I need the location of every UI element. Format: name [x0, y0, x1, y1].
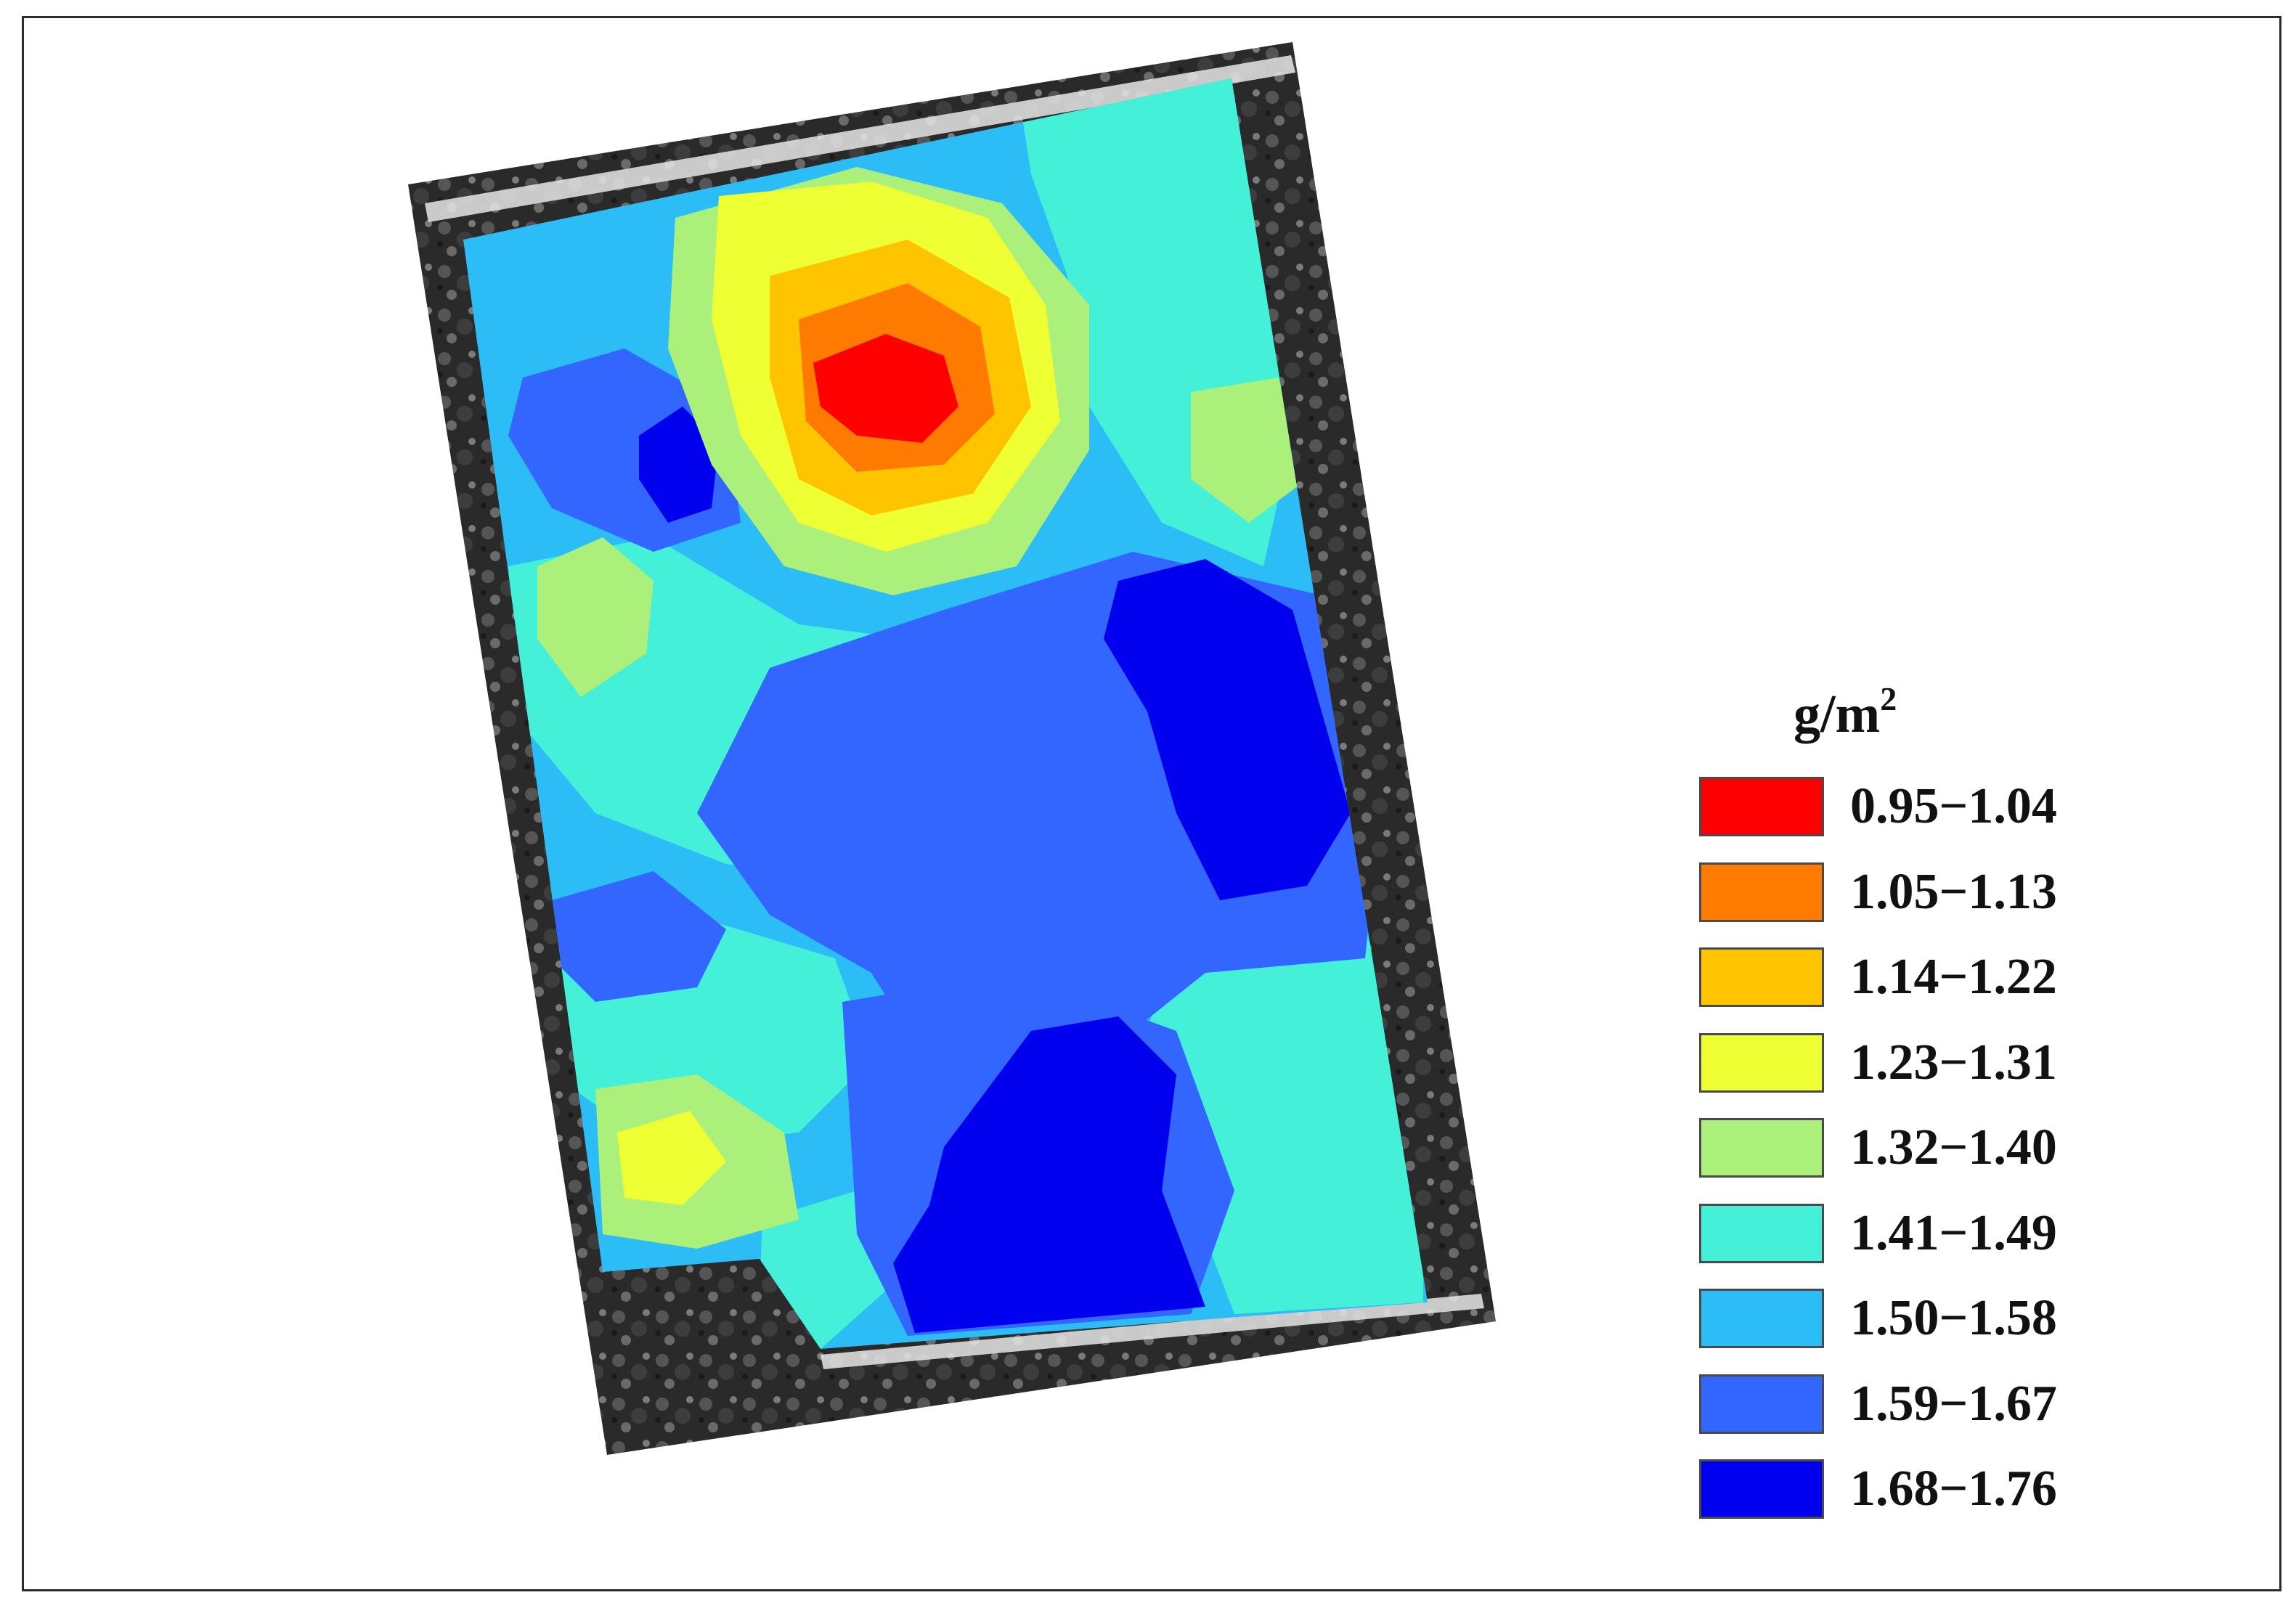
- map-zone: [1104, 559, 1351, 900]
- south-road-strip: [821, 1294, 1484, 1369]
- legend-swatch: [1699, 1459, 1824, 1519]
- legend-label: 1.32−1.40: [1850, 1119, 2057, 1175]
- legend-swatch: [1699, 1289, 1824, 1348]
- legend-label: 0.95−1.04: [1850, 778, 2057, 834]
- legend-entry: 1.50−1.58: [1699, 1289, 2135, 1350]
- legend-entry: 1.05−1.13: [1699, 862, 2135, 923]
- legend-swatch: [1699, 862, 1824, 922]
- legend-swatch: [1699, 1203, 1824, 1263]
- legend-entry: 1.23−1.31: [1699, 1032, 2135, 1094]
- map-zone: [1191, 378, 1307, 523]
- legend-entry: 1.59−1.67: [1699, 1374, 2135, 1435]
- legend-label: 1.23−1.31: [1850, 1034, 2057, 1090]
- map-zone: [617, 1111, 726, 1205]
- legend-entry: 1.32−1.40: [1699, 1118, 2135, 1179]
- legend-label: 1.41−1.49: [1850, 1204, 2057, 1261]
- legend-label: 1.59−1.67: [1850, 1375, 2057, 1432]
- legend-label: 1.14−1.22: [1850, 949, 2057, 1005]
- legend-entry: 1.14−1.22: [1699, 947, 2135, 1008]
- map-zone: [813, 334, 958, 443]
- legend-swatch: [1699, 777, 1824, 836]
- legend-swatch: [1699, 1032, 1824, 1093]
- map-zone: [893, 1016, 1205, 1333]
- legend-label: 1.50−1.58: [1850, 1290, 2057, 1346]
- legend-title: g/m2: [1794, 680, 1897, 744]
- map-zone: [537, 537, 654, 697]
- legend-label: 1.05−1.13: [1850, 863, 2057, 920]
- map-zone: [639, 407, 719, 523]
- legend-entry: 1.41−1.49: [1699, 1203, 2135, 1265]
- legend-swatch: [1699, 1118, 1824, 1178]
- map-zone: [552, 871, 726, 1002]
- legend-swatch: [1699, 1374, 1824, 1434]
- legend-label: 1.68−1.76: [1850, 1461, 2057, 1517]
- legend-entry: 0.95−1.04: [1699, 777, 2135, 838]
- north-road-strip: [425, 55, 1295, 222]
- legend-swatch: [1699, 947, 1824, 1007]
- legend-entry: 1.68−1.76: [1699, 1459, 2135, 1520]
